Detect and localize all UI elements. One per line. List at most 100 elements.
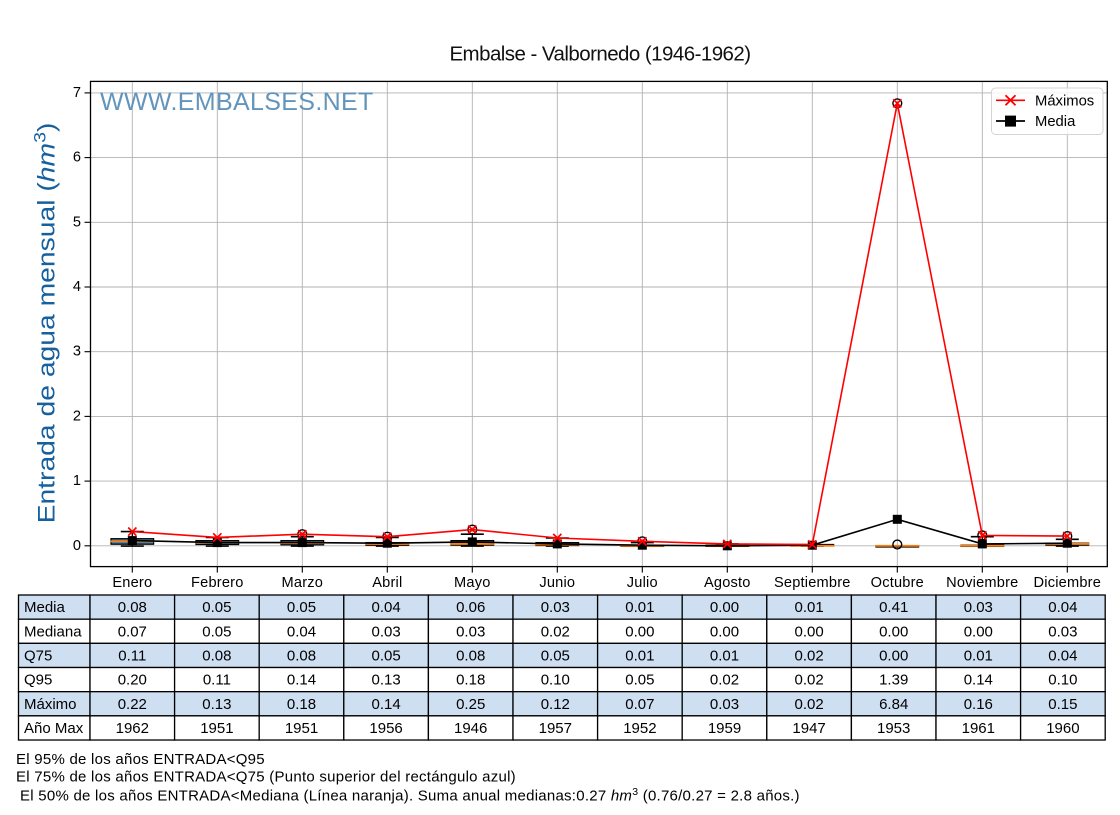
svg-text:0.01: 0.01 xyxy=(794,599,823,616)
svg-text:0.03: 0.03 xyxy=(1048,623,1077,640)
svg-text:0.25: 0.25 xyxy=(456,696,485,713)
svg-text:Agosto: Agosto xyxy=(704,575,751,591)
svg-text:0.20: 0.20 xyxy=(118,672,147,689)
svg-text:2: 2 xyxy=(73,408,81,424)
svg-text:6.84: 6.84 xyxy=(879,696,908,713)
svg-text:0: 0 xyxy=(73,538,81,554)
svg-text:0.05: 0.05 xyxy=(541,648,570,665)
svg-text:0.08: 0.08 xyxy=(287,648,316,665)
svg-text:Año Max: Año Max xyxy=(24,720,84,737)
svg-text:1946: 1946 xyxy=(454,720,487,737)
svg-text:0.02: 0.02 xyxy=(794,696,823,713)
svg-text:0.01: 0.01 xyxy=(625,599,654,616)
svg-text:0.14: 0.14 xyxy=(964,672,993,689)
svg-text:0.00: 0.00 xyxy=(710,599,739,616)
svg-text:Media: Media xyxy=(1035,114,1076,130)
svg-text:Q95: Q95 xyxy=(24,672,52,689)
svg-text:El 50% de los años ENTRADA<Med: El 50% de los años ENTRADA<Mediana (Líne… xyxy=(20,786,800,805)
svg-text:Mayo: Mayo xyxy=(454,575,491,591)
svg-text:0.04: 0.04 xyxy=(371,599,400,616)
svg-text:0.13: 0.13 xyxy=(202,696,231,713)
svg-text:0.00: 0.00 xyxy=(879,648,908,665)
svg-text:1959: 1959 xyxy=(708,720,741,737)
svg-text:0.15: 0.15 xyxy=(1048,696,1077,713)
svg-text:7: 7 xyxy=(73,85,81,101)
svg-text:0.18: 0.18 xyxy=(456,672,485,689)
svg-text:Mediana: Mediana xyxy=(24,623,82,640)
svg-text:Media: Media xyxy=(24,599,66,616)
svg-text:0.01: 0.01 xyxy=(710,648,739,665)
svg-text:0.03: 0.03 xyxy=(710,696,739,713)
svg-text:4: 4 xyxy=(73,279,81,295)
svg-text:3: 3 xyxy=(73,344,81,360)
svg-text:0.05: 0.05 xyxy=(287,599,316,616)
svg-text:Diciembre: Diciembre xyxy=(1034,575,1102,591)
svg-text:1.39: 1.39 xyxy=(879,672,908,689)
svg-text:Febrero: Febrero xyxy=(191,575,244,591)
svg-text:0.06: 0.06 xyxy=(456,599,485,616)
svg-text:0.08: 0.08 xyxy=(202,648,231,665)
svg-text:5: 5 xyxy=(73,214,81,230)
svg-text:0.02: 0.02 xyxy=(710,672,739,689)
svg-text:6: 6 xyxy=(73,150,81,166)
svg-text:0.05: 0.05 xyxy=(202,599,231,616)
svg-text:0.10: 0.10 xyxy=(541,672,570,689)
svg-text:El 95% de los años ENTRADA<Q95: El 95% de los años ENTRADA<Q95 xyxy=(16,751,265,768)
svg-text:0.03: 0.03 xyxy=(371,623,400,640)
svg-text:1956: 1956 xyxy=(369,720,402,737)
svg-text:Septiembre: Septiembre xyxy=(774,575,851,591)
svg-text:WWW.EMBALSES.NET: WWW.EMBALSES.NET xyxy=(100,88,374,116)
svg-text:0.01: 0.01 xyxy=(964,648,993,665)
svg-text:Marzo: Marzo xyxy=(282,575,324,591)
svg-text:0.14: 0.14 xyxy=(371,696,400,713)
svg-text:0.18: 0.18 xyxy=(287,696,316,713)
svg-text:1961: 1961 xyxy=(962,720,995,737)
svg-text:1952: 1952 xyxy=(623,720,656,737)
svg-text:0.00: 0.00 xyxy=(879,623,908,640)
svg-text:0.03: 0.03 xyxy=(456,623,485,640)
svg-text:1957: 1957 xyxy=(539,720,572,737)
svg-text:0.00: 0.00 xyxy=(625,623,654,640)
svg-text:0.00: 0.00 xyxy=(710,623,739,640)
svg-text:1951: 1951 xyxy=(285,720,318,737)
svg-text:0.07: 0.07 xyxy=(625,696,654,713)
svg-text:0.02: 0.02 xyxy=(794,648,823,665)
svg-text:0.04: 0.04 xyxy=(1048,599,1077,616)
svg-text:0.12: 0.12 xyxy=(541,696,570,713)
svg-text:Junio: Junio xyxy=(539,575,575,591)
svg-text:0.02: 0.02 xyxy=(794,672,823,689)
svg-text:0.04: 0.04 xyxy=(287,623,316,640)
svg-text:1: 1 xyxy=(73,473,81,489)
svg-text:Embalse - Valbornedo (1946-196: Embalse - Valbornedo (1946-1962) xyxy=(449,43,750,66)
svg-text:0.05: 0.05 xyxy=(202,623,231,640)
svg-text:1951: 1951 xyxy=(200,720,233,737)
svg-text:0.14: 0.14 xyxy=(287,672,316,689)
svg-text:0.08: 0.08 xyxy=(456,648,485,665)
svg-text:Julio: Julio xyxy=(627,575,658,591)
svg-text:Enero: Enero xyxy=(112,575,152,591)
svg-text:Noviembre: Noviembre xyxy=(946,575,1018,591)
svg-text:0.04: 0.04 xyxy=(1048,648,1077,665)
svg-text:0.05: 0.05 xyxy=(371,648,400,665)
svg-text:0.00: 0.00 xyxy=(794,623,823,640)
svg-text:Abril: Abril xyxy=(372,575,402,591)
svg-text:Máximo: Máximo xyxy=(24,696,77,713)
svg-text:0.07: 0.07 xyxy=(118,623,147,640)
svg-text:0.22: 0.22 xyxy=(118,696,147,713)
svg-text:0.11: 0.11 xyxy=(203,672,231,689)
svg-text:Q75: Q75 xyxy=(24,648,52,665)
svg-text:1962: 1962 xyxy=(116,720,149,737)
svg-text:El 75% de los años ENTRADA<Q75: El 75% de los años ENTRADA<Q75 (Punto su… xyxy=(16,769,516,786)
svg-text:0.03: 0.03 xyxy=(541,599,570,616)
svg-text:0.02: 0.02 xyxy=(541,623,570,640)
svg-text:0.01: 0.01 xyxy=(625,648,654,665)
svg-text:0.03: 0.03 xyxy=(964,599,993,616)
svg-text:0.13: 0.13 xyxy=(371,672,400,689)
svg-text:1960: 1960 xyxy=(1046,720,1079,737)
svg-text:0.08: 0.08 xyxy=(118,599,147,616)
svg-text:0.00: 0.00 xyxy=(964,623,993,640)
svg-text:0.11: 0.11 xyxy=(118,648,146,665)
svg-text:Entrada de agua mensual (hm3): Entrada de agua mensual (hm3) xyxy=(30,123,60,524)
svg-text:Octubre: Octubre xyxy=(871,575,924,591)
svg-text:0.10: 0.10 xyxy=(1048,672,1077,689)
